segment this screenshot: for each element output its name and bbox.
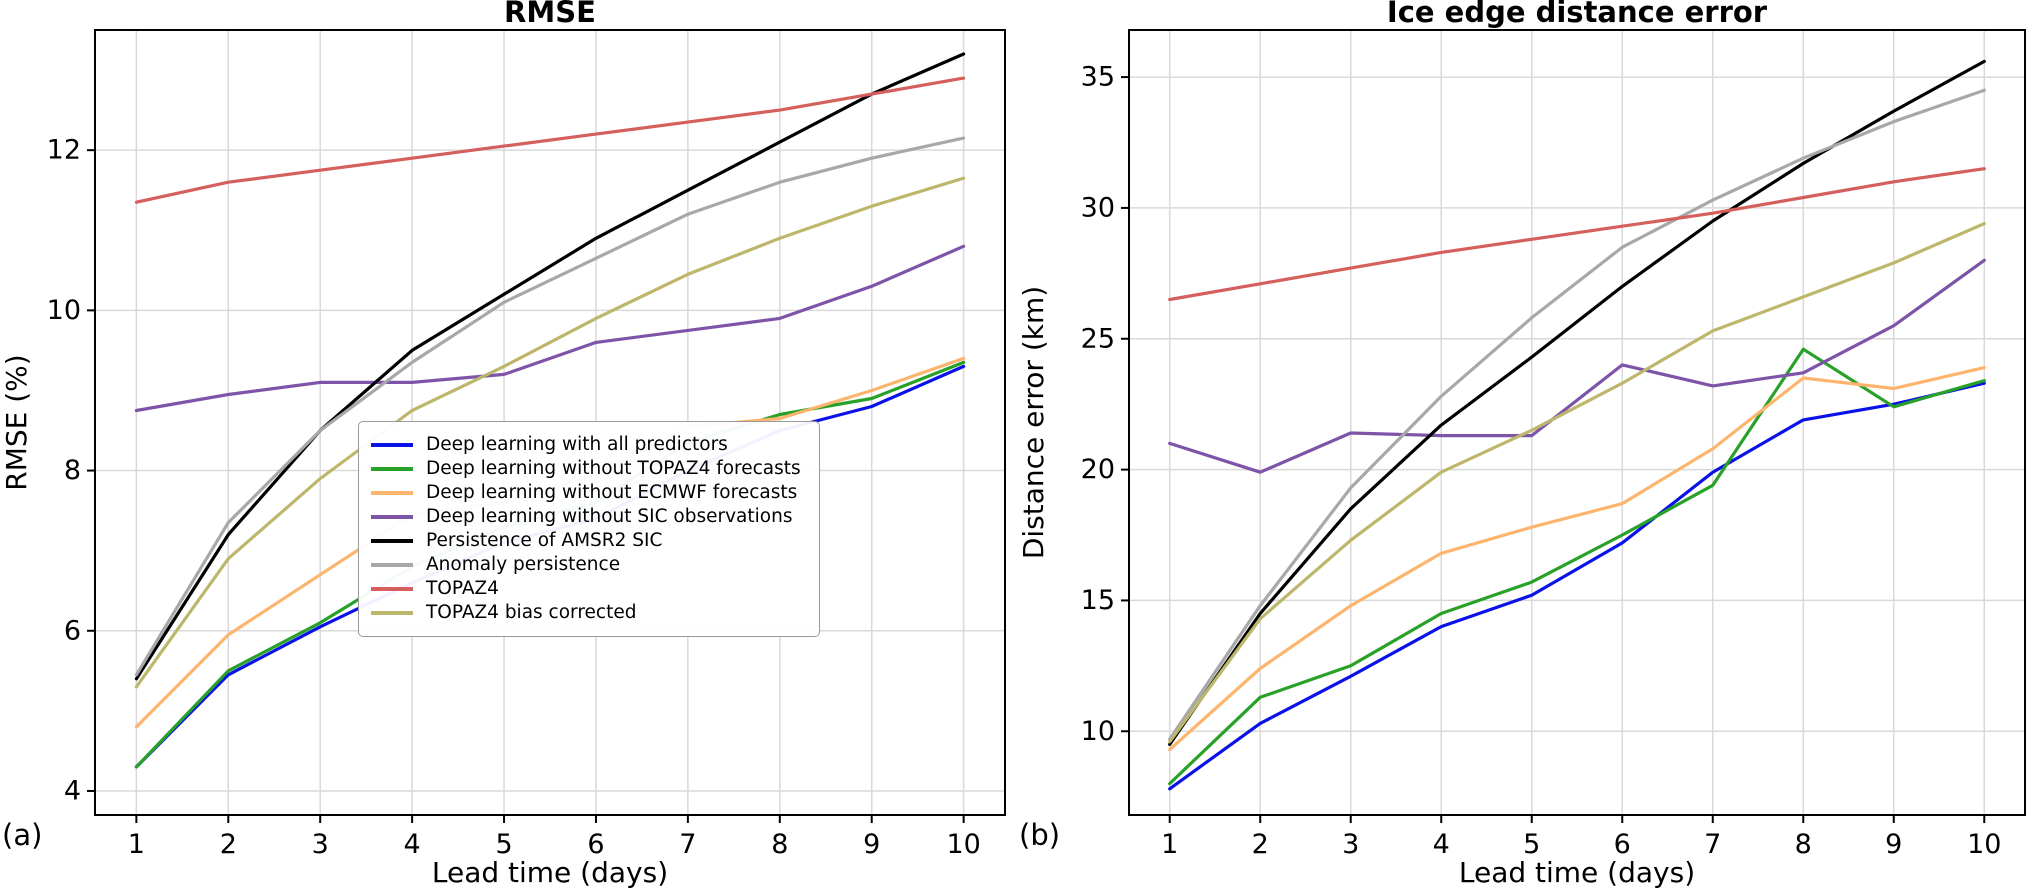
legend-label: TOPAZ4	[426, 578, 499, 599]
series-line-persistence-of-amsr2-sic	[1168, 59, 1986, 747]
legend-label: Deep learning without TOPAZ4 forecasts	[426, 458, 801, 479]
series-line-deep-learning-without-ecmwf-forecasts	[1168, 366, 1986, 752]
legend-item-topaz4: TOPAZ4	[371, 579, 801, 599]
x-tick-label: 8	[771, 829, 788, 860]
legend-label: Deep learning without ECMWF forecasts	[426, 482, 798, 503]
x-tick-label: 10	[1967, 829, 2001, 860]
y-tick-label: 12	[47, 135, 81, 166]
series-line-persistence-of-amsr2-sic	[134, 52, 966, 681]
legend-item-topaz4-bias-corrected: TOPAZ4 bias corrected	[371, 603, 801, 623]
x-axis-label: Lead time (days)	[1459, 856, 1695, 889]
x-tick-label: 2	[1252, 829, 1269, 860]
y-tick-label: 8	[64, 455, 81, 486]
chart-title: Ice edge distance error	[1387, 0, 1768, 29]
y-tick-label: 30	[1081, 192, 1115, 223]
y-tick-label: 6	[64, 615, 81, 646]
x-tick-label: 8	[1795, 829, 1812, 860]
x-tick-label: 9	[1885, 829, 1902, 860]
y-tick-label: 4	[64, 775, 81, 806]
x-tick-label: 4	[404, 829, 421, 860]
x-tick-label: 6	[1614, 829, 1631, 860]
series-line-deep-learning-with-all-predictors	[1168, 381, 1986, 791]
x-tick-label: 5	[495, 829, 512, 860]
y-tick-label: 15	[1081, 585, 1115, 616]
distance-error-chart: 1 2 3 4 5 6 7 8 9 10 10 15 20 25 30 35 Ice edge distance…	[1017, 0, 2034, 889]
legend-item-persistence-of-amsr2-sic: Persistence of AMSR2 SIC	[371, 531, 801, 551]
legend-swatch	[371, 563, 413, 567]
series-line-anomaly-persistence	[1168, 88, 1986, 741]
y-axis-label: RMSE (%)	[0, 354, 33, 490]
panel-ice-edge-distance-error: 1 2 3 4 5 6 7 8 9 10 10 15 20 25 30 35 Ice edge distance…	[1017, 0, 2034, 889]
series-line-topaz4-bias-corrected	[1168, 222, 1986, 744]
x-tick-label: 1	[1161, 829, 1178, 860]
legend-swatch	[371, 515, 413, 519]
legend-swatch	[371, 539, 413, 543]
x-tick-label: 3	[312, 829, 329, 860]
series-line-topaz4-bias-corrected	[134, 176, 966, 689]
series-line-topaz4	[1168, 167, 1986, 302]
x-tick-label: 3	[1342, 829, 1359, 860]
x-tick-label: 10	[946, 829, 980, 860]
legend-label: Anomaly persistence	[426, 554, 621, 575]
legend-label: Deep learning with all predictors	[426, 434, 728, 455]
legend-label: TOPAZ4 bias corrected	[426, 602, 637, 623]
y-tick-label: 25	[1081, 323, 1115, 354]
x-axis-label: Lead time (days)	[432, 856, 668, 889]
legend-item-deep-learning-without-topaz4-forecasts: Deep learning without TOPAZ4 forecasts	[371, 459, 801, 479]
series-line-deep-learning-without-sic-observations	[1168, 258, 1986, 474]
x-tick-label: 6	[587, 829, 604, 860]
legend-item-deep-learning-without-sic-observations: Deep learning without SIC observations	[371, 507, 801, 527]
x-tick-label: 7	[1704, 829, 1721, 860]
x-tick-label: 7	[679, 829, 696, 860]
series-line-topaz4	[134, 76, 966, 204]
x-tick-label: 9	[863, 829, 880, 860]
plot-background	[1017, 0, 2034, 889]
y-tick-label: 20	[1081, 454, 1115, 485]
chart-title: RMSE	[504, 0, 596, 29]
x-tick-label: 2	[220, 829, 237, 860]
legend-swatch	[371, 611, 413, 615]
y-tick-label: 10	[47, 295, 81, 326]
panel-rmse: 1 2 3 4 5 6 7 8 9 10 4 6 8 10 12 RMSE Lead time (days) RM…	[0, 0, 1006, 889]
series-line-deep-learning-without-topaz4-forecasts	[1168, 347, 1986, 786]
axes-frame	[94, 29, 1006, 816]
x-tick-label: 4	[1433, 829, 1450, 860]
legend-swatch	[371, 467, 413, 471]
legend-item-deep-learning-without-ecmwf-forecasts: Deep learning without ECMWF forecasts	[371, 483, 801, 503]
y-tick-label: 10	[1081, 716, 1115, 747]
legend-swatch	[371, 587, 413, 591]
legend-item-anomaly-persistence: Anomaly persistence	[371, 555, 801, 575]
panel-b-label: (b)	[1019, 818, 1061, 852]
y-tick-label: 35	[1081, 62, 1115, 93]
legend-label: Deep learning without SIC observations	[426, 506, 793, 527]
legend-label: Persistence of AMSR2 SIC	[426, 530, 663, 551]
x-tick-label: 5	[1523, 829, 1540, 860]
legend-item-deep-learning-with-all-predictors: Deep learning with all predictors	[371, 435, 801, 455]
series-line-anomaly-persistence	[134, 136, 966, 677]
legend-swatch	[371, 443, 413, 447]
legend-swatch	[371, 491, 413, 495]
x-tick-label: 1	[128, 829, 145, 860]
y-axis-label: Distance error (km)	[1017, 286, 1050, 559]
legend: Deep learning with all predictors Deep le…	[358, 421, 820, 637]
panel-a-label: (a)	[2, 818, 43, 852]
series-line-deep-learning-without-sic-observations	[134, 244, 966, 413]
axes-frame	[1128, 29, 2026, 816]
